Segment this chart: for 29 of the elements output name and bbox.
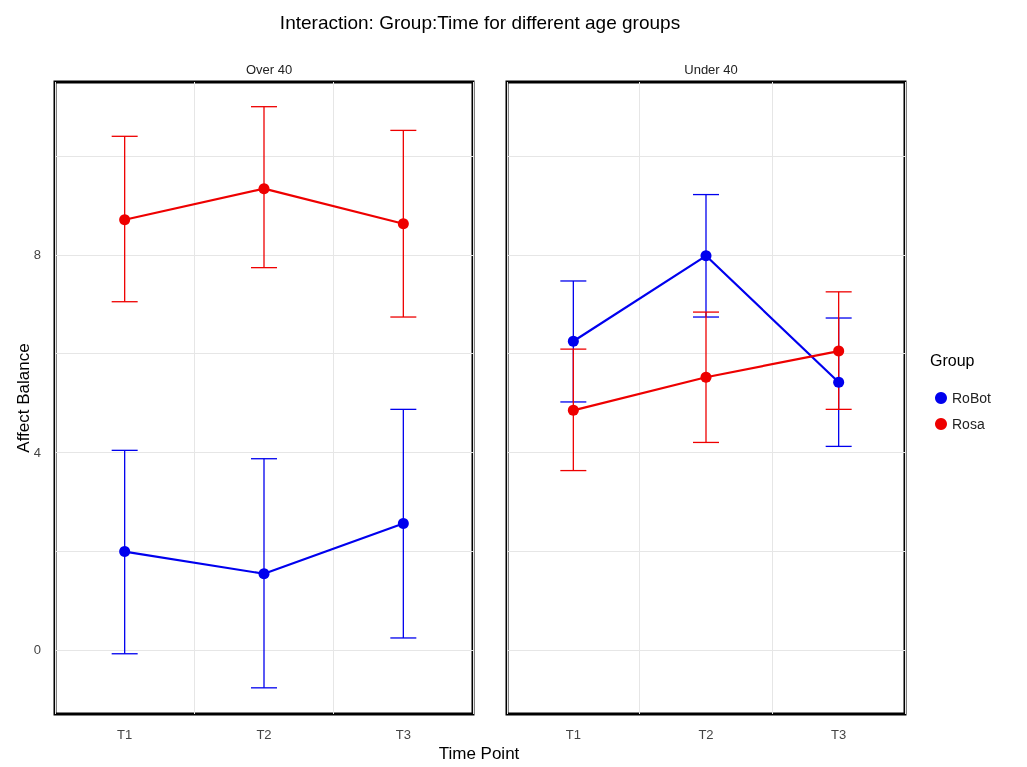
x-axis-title: Time Point bbox=[437, 744, 521, 764]
point bbox=[833, 376, 845, 388]
point bbox=[397, 218, 409, 230]
y-tick-label: 4 bbox=[33, 444, 41, 460]
x-tick-label: T3 bbox=[395, 727, 411, 742]
x-tick-label: T2 bbox=[256, 727, 272, 742]
point bbox=[833, 345, 845, 357]
y-tick-label: 0 bbox=[33, 642, 41, 658]
point bbox=[119, 214, 131, 226]
point bbox=[700, 250, 712, 262]
legend-label: Rosa bbox=[952, 416, 985, 432]
chart-title: Interaction: Group:Time for different age groups bbox=[278, 12, 682, 34]
legend-label: RoBot bbox=[952, 390, 992, 406]
point bbox=[258, 568, 270, 580]
point bbox=[700, 371, 712, 383]
point bbox=[567, 404, 579, 416]
point bbox=[567, 335, 579, 347]
point bbox=[119, 546, 131, 558]
point bbox=[397, 517, 409, 529]
chart-subtitle: Under 40 bbox=[684, 62, 738, 77]
x-tick-label: T3 bbox=[831, 727, 847, 742]
point bbox=[258, 183, 270, 195]
legend-title: Group bbox=[930, 351, 975, 369]
x-tick-label: T1 bbox=[117, 727, 133, 742]
x-tick-label: T2 bbox=[698, 727, 714, 742]
y-axis-title: Affect Balance bbox=[14, 343, 34, 453]
chart-subtitle: Over 40 bbox=[245, 62, 293, 77]
x-tick-label: T1 bbox=[565, 727, 581, 742]
y-tick-label: 8 bbox=[33, 247, 41, 263]
